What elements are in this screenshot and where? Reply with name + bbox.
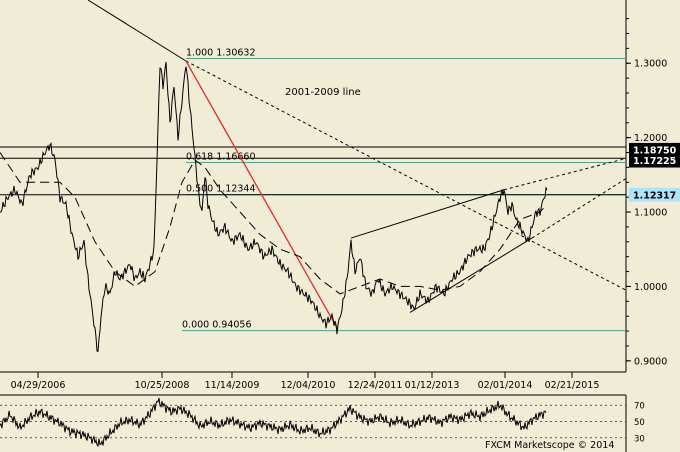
oscillator-tick-label-1: 50 <box>634 418 645 428</box>
x-tick-label-1: 10/25/2008 <box>135 380 190 391</box>
right-label-horizontal-0-text: 1.18750 <box>633 145 677 156</box>
y-tick-label-1: 1.2000 <box>634 133 667 144</box>
oscillator-pane: 70 50 30 <box>0 394 645 452</box>
y-tick-label-4: 0.9000 <box>634 356 667 367</box>
right-label-horizontal-1-text: 1.17225 <box>633 156 676 167</box>
fib-label-1: 0.618 1.16660 <box>186 151 256 162</box>
fib-label-2: 0.500 1.12344 <box>186 184 256 195</box>
oscillator-grid <box>0 404 626 439</box>
oscillator-line <box>0 397 547 448</box>
trendlines <box>87 0 627 330</box>
x-tick-label-5: 01/12/2013 <box>405 380 460 391</box>
y-tick-label-2: 1.1000 <box>634 208 667 219</box>
x-tick-label-2: 11/14/2009 <box>205 380 260 391</box>
right-label-horizontal-1-box <box>629 153 680 168</box>
oscillator-tick-label-2: 30 <box>634 434 645 444</box>
x-tick-label-7: 02/21/2015 <box>545 380 600 391</box>
trendline-lower-support <box>409 237 533 313</box>
trendline-2001-2009-solid <box>87 0 187 62</box>
price-series-line <box>0 61 548 353</box>
oscillator-tick-label-0: 70 <box>634 402 645 412</box>
trendline-lower-support-extension <box>531 178 627 239</box>
fib-label-0: 1.000 1.30632 <box>186 48 256 59</box>
x-axis-ticks: 04/29/2006 10/25/2008 11/14/2009 12/04/2010… <box>11 372 600 391</box>
fib-label-3: 0.000 0.94056 <box>182 320 252 331</box>
moving-average-line <box>0 152 548 295</box>
x-tick-label-4: 12/24/2011 <box>348 380 403 391</box>
x-tick-label-0: 04/29/2006 <box>11 380 66 391</box>
right-label-last-price-text: 1.12317 <box>633 190 676 201</box>
trendline-upper-channel-extension <box>503 157 627 191</box>
trendline-upper-channel <box>350 189 505 239</box>
right-label-last-price-box <box>629 187 680 202</box>
x-tick-label-6: 02/01/2014 <box>478 380 533 391</box>
horizontal-levels <box>0 146 626 196</box>
trendline-red-decline <box>185 60 339 330</box>
main-price-pane: 1.000 1.30632 0.618 1.16660 0.500 1.12344 0… <box>0 0 680 391</box>
y-tick-label-0: 1.3000 <box>634 59 667 70</box>
x-tick-label-3: 12/04/2010 <box>281 380 336 391</box>
y-tick-label-3: 1.0000 <box>634 282 667 293</box>
oscillator-ticks: 70 50 30 <box>634 402 645 445</box>
right-label-horizontal-0-box <box>629 142 680 157</box>
footer-credit: FXCM Marketscope © 2014 <box>485 440 614 451</box>
y-axis-ticks: 1.3000 1.2000 1.1000 1.0000 0.9000 <box>626 18 667 367</box>
trendline-2001-2009-dashed <box>185 60 627 291</box>
annotation-2001-2009-line: 2001-2009 line <box>285 87 361 98</box>
